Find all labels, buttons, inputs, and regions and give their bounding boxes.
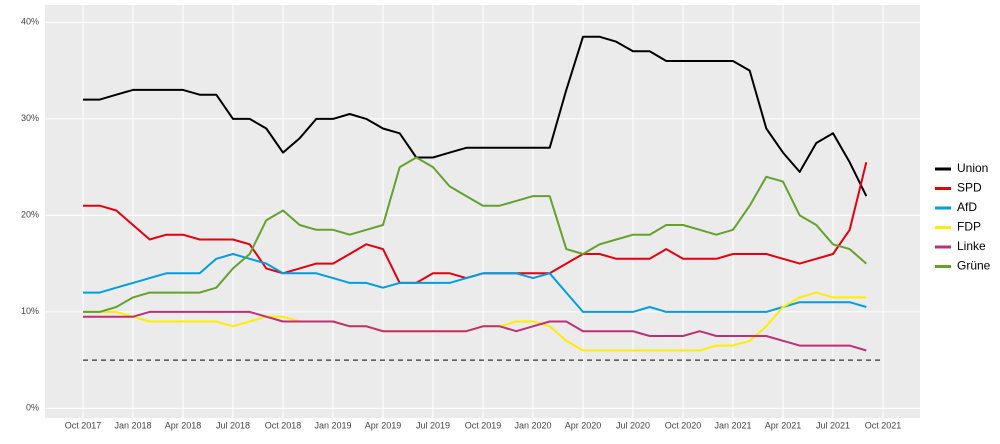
x-tick-label: Apr 2019 bbox=[365, 420, 402, 430]
y-tick-label: 20% bbox=[21, 210, 39, 220]
x-tick-label: Oct 2021 bbox=[865, 420, 902, 430]
x-tick-label: Apr 2020 bbox=[565, 420, 602, 430]
x-tick-label: Jul 2018 bbox=[216, 420, 250, 430]
legend-label: Linke bbox=[957, 239, 986, 253]
x-tick-label: Oct 2020 bbox=[665, 420, 702, 430]
x-tick-label: Apr 2021 bbox=[765, 420, 802, 430]
x-tick-label: Apr 2018 bbox=[165, 420, 202, 430]
x-tick-label: Jan 2020 bbox=[514, 420, 551, 430]
y-tick-label: 40% bbox=[21, 17, 39, 27]
legend-box bbox=[928, 156, 1000, 274]
x-tick-label: Jan 2019 bbox=[314, 420, 351, 430]
series-line bbox=[83, 35, 868, 197]
y-tick-label: 0% bbox=[26, 403, 39, 413]
x-tick-label: Oct 2017 bbox=[65, 420, 102, 430]
legend-label: FDP bbox=[957, 220, 981, 234]
x-tick-label: Jul 2021 bbox=[816, 420, 850, 430]
x-tick-label: Jan 2021 bbox=[714, 420, 751, 430]
legend-label: AfD bbox=[957, 200, 977, 214]
x-tick-label: Jan 2018 bbox=[114, 420, 151, 430]
y-tick-label: 10% bbox=[21, 306, 39, 316]
series-line bbox=[83, 310, 867, 352]
y-tick-label: 30% bbox=[21, 113, 39, 123]
x-tick-label: Jul 2019 bbox=[416, 420, 450, 430]
series-line bbox=[83, 156, 867, 313]
legend-label: Grüne bbox=[957, 259, 991, 273]
legend-label: SPD bbox=[957, 181, 982, 195]
x-tick-label: Jul 2020 bbox=[616, 420, 650, 430]
x-tick-label: Oct 2018 bbox=[265, 420, 302, 430]
legend-label: Union bbox=[957, 161, 988, 175]
series-line bbox=[83, 253, 867, 313]
x-tick-label: Oct 2019 bbox=[465, 420, 502, 430]
